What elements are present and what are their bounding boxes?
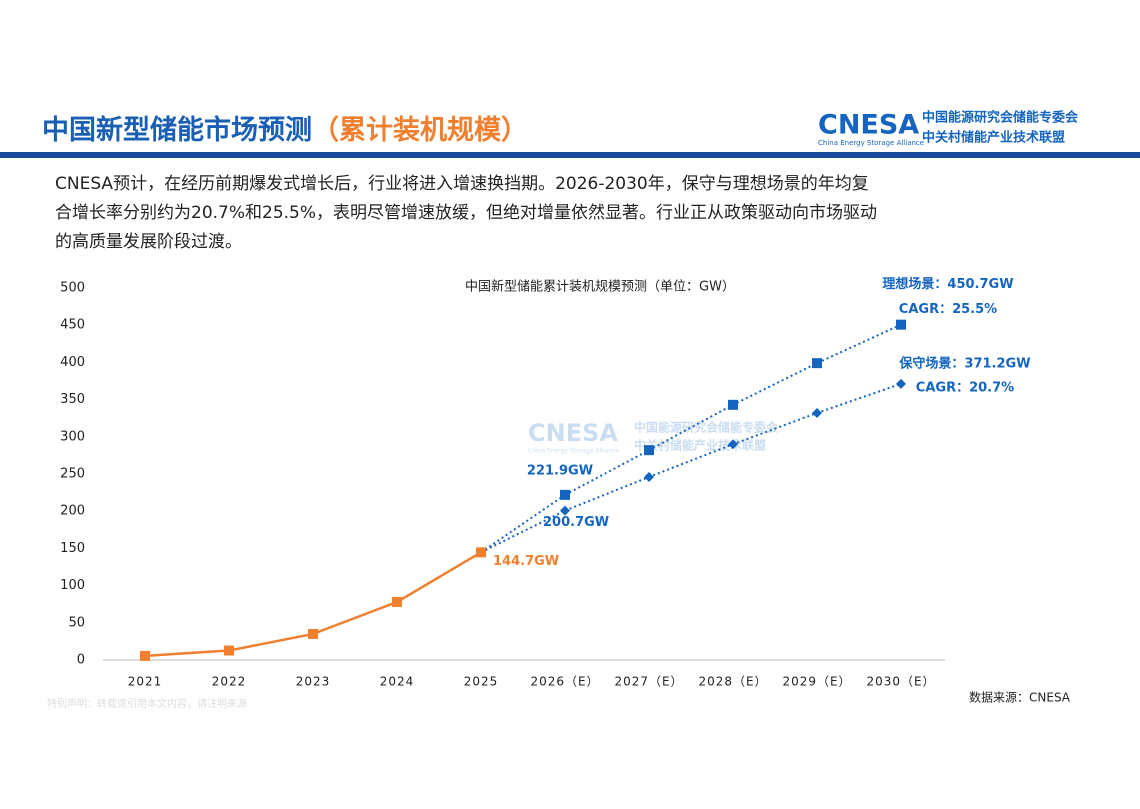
x-tick-label: 2028（E）: [698, 675, 767, 689]
data-point: [224, 645, 234, 656]
y-tick-label: 0: [77, 653, 85, 668]
title-main: 中国新型储能市场预测: [42, 114, 312, 146]
x-tick-label: 2021: [128, 675, 163, 689]
x-tick-label: 2024: [380, 675, 415, 689]
data-point: [728, 399, 738, 410]
y-tick-label: 350: [60, 392, 85, 407]
data-point: [896, 319, 906, 330]
logo-org: 中关村储能产业技术联盟: [922, 130, 1065, 146]
y-tick-label: 450: [60, 318, 85, 333]
data-point: [392, 596, 402, 607]
title-suffix: （累计装机规模）: [312, 115, 528, 146]
chart-title: 中国新型储能累计装机规模预测（单位：GW）: [465, 279, 735, 295]
logo-tagline: China Energy Storage Alliance: [818, 139, 924, 147]
logo-org: 中国能源研究会储能专委会: [922, 110, 1079, 126]
watermark-tagline: China Energy Storage Alliance: [528, 448, 619, 455]
data-point: [644, 471, 654, 482]
y-tick-label: 300: [60, 429, 85, 444]
y-tick-label: 200: [60, 504, 85, 519]
y-tick-label: 250: [60, 467, 85, 482]
y-tick-label: 100: [60, 578, 85, 593]
footer-note: 特别声明：转载或引用本文内容，请注明来源: [47, 697, 247, 710]
projection-connector: [480, 494, 566, 554]
annotation: CAGR：25.5%: [899, 302, 997, 317]
y-tick-label: 500: [60, 281, 85, 296]
data-point: [476, 547, 486, 558]
paragraph-line: 的高质量发展阶段过渡。: [55, 232, 242, 252]
watermark-org: 中国能源研究会储能专委会: [634, 420, 779, 435]
x-tick-label: 2027（E）: [614, 675, 683, 689]
data-point: [896, 378, 906, 389]
data-point: [140, 650, 150, 661]
data-label: 保守场景：371.2GW: [898, 355, 1030, 371]
logo-brand: CNESA: [818, 110, 919, 141]
paragraph-line: 合增长率分别约为20.7%和25.5%，表明尽管增速放缓，但绝对增量依然显著。行…: [55, 203, 877, 223]
y-tick-label: 400: [60, 355, 85, 370]
data-point: [812, 358, 822, 369]
data-point: [728, 439, 738, 450]
x-tick-label: 2023: [296, 675, 331, 689]
data-point: [308, 628, 318, 639]
data-point: [812, 407, 822, 418]
paragraph-line: CNESA预计，在经历前期爆发式增长后，行业将进入增速换挡期。2026-2030…: [55, 174, 869, 194]
title-rule: [0, 152, 1140, 158]
source-note: 数据来源：CNESA: [969, 690, 1071, 705]
data-label: 200.7GW: [543, 515, 609, 530]
y-tick-label: 150: [60, 541, 85, 556]
data-label: 144.7GW: [493, 554, 559, 569]
projection-connector: [480, 509, 566, 554]
x-tick-label: 2022: [212, 675, 247, 689]
watermark-brand: CNESA: [528, 419, 618, 447]
data-point: [644, 445, 654, 456]
x-tick-label: 2025: [464, 675, 499, 689]
data-label: 理想场景：450.7GW: [882, 276, 1013, 292]
data-point: [560, 505, 570, 516]
x-tick-label: 2026（E）: [530, 675, 599, 689]
data-label: 221.9GW: [527, 463, 593, 478]
annotation: CAGR：20.7%: [916, 380, 1014, 395]
x-tick-label: 2030（E）: [866, 675, 935, 689]
x-tick-label: 2029（E）: [782, 675, 851, 689]
page-title: 中国新型储能市场预测（累计装机规模）: [42, 114, 528, 146]
y-tick-label: 50: [68, 615, 85, 630]
data-point: [560, 489, 570, 500]
